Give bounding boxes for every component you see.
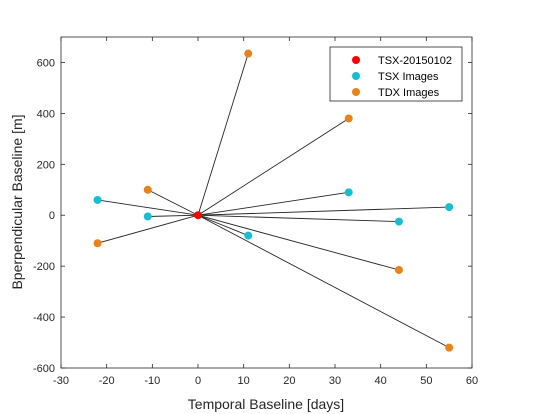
legend-label-tsx: TSX Images (378, 71, 439, 83)
connector-line (197, 206, 450, 216)
y-tick-label: 400 (37, 108, 55, 120)
connector-line (97, 199, 199, 216)
data-points (93, 49, 454, 352)
tsx-point (394, 217, 403, 226)
reference-point (194, 211, 202, 220)
x-tick-label: 60 (466, 375, 478, 387)
x-tick-label: -20 (99, 375, 115, 387)
x-tick-label: -10 (144, 375, 160, 387)
y-tick-label: 0 (49, 210, 55, 222)
legend-label-reference: TSX-20150102 (378, 55, 452, 67)
connector-lines (97, 53, 450, 349)
tdx-point (93, 239, 102, 248)
x-axis-title: Temporal Baseline [days] (188, 396, 344, 412)
x-axis-ticks: -30 -20 -10 0 10 20 30 40 50 60 (53, 37, 478, 387)
tsx-point (143, 212, 152, 221)
tsx-point (244, 231, 253, 240)
y-tick-label: 200 (37, 159, 55, 171)
connector-line (197, 214, 400, 271)
connector-line (147, 189, 199, 216)
connector-line (97, 214, 199, 244)
tsx-point (445, 203, 454, 212)
connector-line (197, 214, 399, 223)
y-tick-label: -600 (33, 363, 55, 375)
x-tick-label: 30 (329, 375, 341, 387)
tdx-point (394, 265, 403, 274)
tdx-point (344, 114, 353, 123)
x-tick-label: 0 (195, 375, 201, 387)
legend-label-tdx: TDX Images (378, 87, 440, 99)
connector-line (197, 214, 249, 237)
connector-line (197, 53, 249, 216)
tdx-point (445, 343, 454, 352)
connector-line (197, 118, 349, 216)
tsx-point (93, 195, 102, 204)
x-tick-label: 40 (375, 375, 387, 387)
legend-marker-tsx (352, 72, 360, 80)
y-tick-label: -200 (33, 261, 55, 273)
x-tick-label: -30 (53, 375, 69, 387)
tdx-point (143, 185, 152, 194)
plot-frame (60, 36, 473, 369)
y-axis-ticks: -600 -400 -200 0 200 400 600 (33, 57, 472, 375)
legend-marker-reference (352, 56, 360, 64)
legend-marker-tdx (352, 88, 360, 96)
y-tick-label: 600 (37, 57, 55, 69)
x-tick-label: 10 (238, 375, 250, 387)
connector-line (197, 191, 349, 216)
y-tick-label: -400 (33, 312, 55, 324)
tdx-point (244, 49, 253, 58)
connector-line (147, 214, 199, 217)
tsx-point (344, 188, 353, 197)
connector-line (197, 214, 450, 349)
y-axis-title: Bperpendicular Baseline [m] (9, 114, 25, 289)
legend: TSX-20150102 TSX Images TDX Images (329, 46, 463, 102)
x-tick-label: 50 (420, 375, 432, 387)
x-tick-label: 20 (283, 375, 295, 387)
